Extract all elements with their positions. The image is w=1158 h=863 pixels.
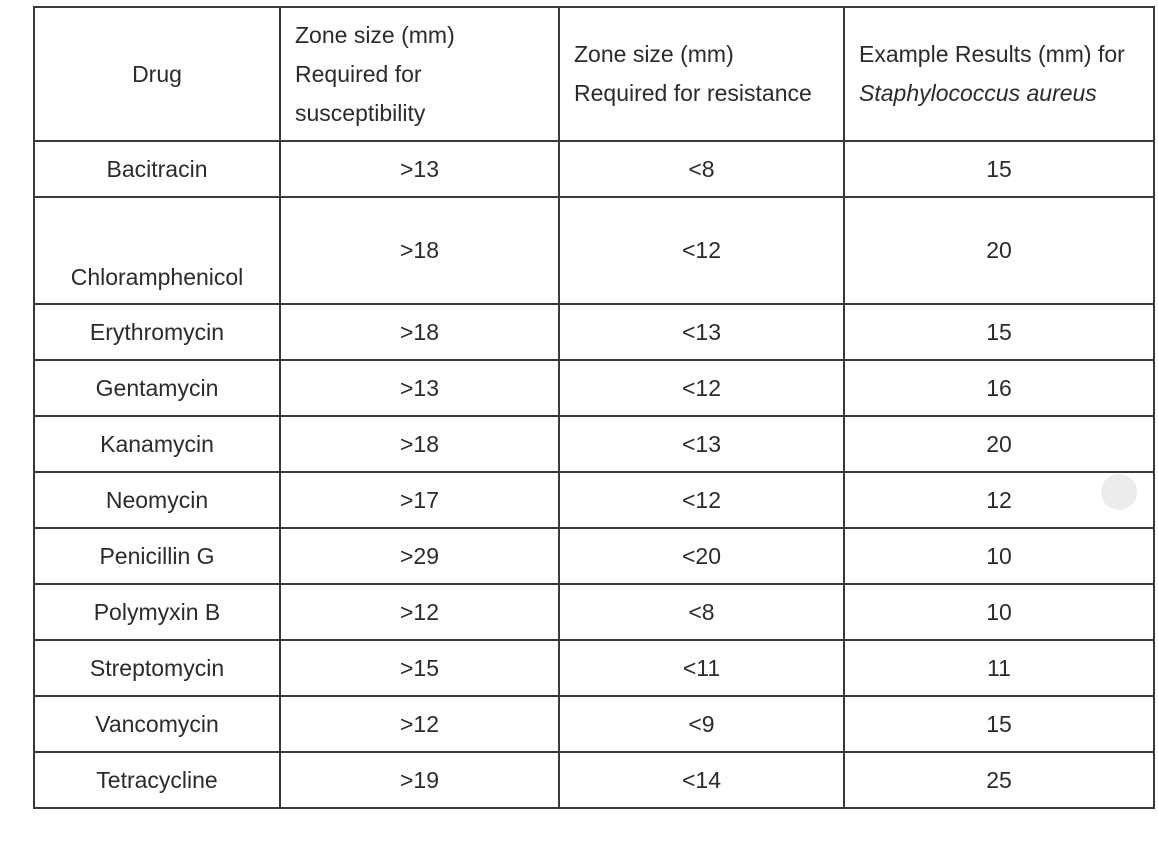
value-cell: <12 — [558, 359, 845, 417]
value-cell: 15 — [843, 303, 1155, 361]
value-cell: 15 — [843, 140, 1155, 198]
value-cell: <14 — [558, 751, 845, 809]
header-text: Example Results (mm) for — [859, 41, 1125, 67]
table-row: Kanamycin >18 <13 20 — [33, 415, 1155, 473]
value-cell: 25 — [843, 751, 1155, 809]
header-cell: Zone size (mm) Required for susceptibili… — [279, 6, 560, 142]
value-cell: 10 — [843, 527, 1155, 585]
drug-cell: Gentamycin — [33, 359, 281, 417]
drug-cell: Vancomycin — [33, 695, 281, 753]
value-cell: >13 — [279, 140, 560, 198]
drug-cell: Neomycin — [33, 471, 281, 529]
value-cell: >18 — [279, 415, 560, 473]
header-row: Drug Zone size (mm) Required for suscepti… — [33, 6, 1155, 142]
value-cell: 20 — [843, 415, 1155, 473]
value-cell: >12 — [279, 695, 560, 753]
drug-cell: Tetracycline — [33, 751, 281, 809]
header-cell: Drug — [33, 6, 281, 142]
antibiotic-table: Drug Zone size (mm) Required for suscepti… — [33, 6, 1155, 809]
value-cell: <8 — [558, 140, 845, 198]
value-cell: >18 — [279, 196, 560, 305]
value-cell: <12 — [558, 471, 845, 529]
value-cell: >17 — [279, 471, 560, 529]
table-row: Tetracycline >19 <14 25 — [33, 751, 1155, 809]
value-cell: <13 — [558, 303, 845, 361]
value-cell: <20 — [558, 527, 845, 585]
drug-cell: Streptomycin — [33, 639, 281, 697]
overlay-dot — [1101, 474, 1137, 510]
value-cell: >19 — [279, 751, 560, 809]
table-row: Erythromycin >18 <13 15 — [33, 303, 1155, 361]
table-row: Penicillin G >29 <20 10 — [33, 527, 1155, 585]
header-italic: Staphylococcus aureus — [859, 80, 1097, 106]
value-cell: <12 — [558, 196, 845, 305]
header-cell: Example Results (mm) for Staphylococcus … — [843, 6, 1155, 142]
header-cell: Zone size (mm) Required for resistance — [558, 6, 845, 142]
value-cell: >15 — [279, 639, 560, 697]
value-cell: 16 — [843, 359, 1155, 417]
drug-cell: Kanamycin — [33, 415, 281, 473]
table-row: Neomycin >17 <12 12 — [33, 471, 1155, 529]
table-row: Gentamycin >13 <12 16 — [33, 359, 1155, 417]
value-cell: 20 — [843, 196, 1155, 305]
drug-cell: Bacitracin — [33, 140, 281, 198]
table-row: Vancomycin >12 <9 15 — [33, 695, 1155, 753]
value-cell: >13 — [279, 359, 560, 417]
header-text: Zone size (mm) Required for susceptibili… — [295, 21, 455, 126]
value-cell: <9 — [558, 695, 845, 753]
table-row: Bacitracin >13 <8 15 — [33, 140, 1155, 198]
value-cell: 10 — [843, 583, 1155, 641]
table-row: Chloramphenicol >18 <12 20 — [33, 196, 1155, 305]
drug-cell: Penicillin G — [33, 527, 281, 585]
value-cell: >18 — [279, 303, 560, 361]
header-text: Drug — [132, 60, 182, 87]
drug-cell: Chloramphenicol — [33, 196, 281, 305]
value-cell: 11 — [843, 639, 1155, 697]
value-cell: >29 — [279, 527, 560, 585]
drug-cell: Erythromycin — [33, 303, 281, 361]
value-cell: 15 — [843, 695, 1155, 753]
header-text: Zone size (mm) Required for resistance — [574, 41, 812, 106]
value-cell: <8 — [558, 583, 845, 641]
table-row: Polymyxin B >12 <8 10 — [33, 583, 1155, 641]
drug-cell: Polymyxin B — [33, 583, 281, 641]
table-row: Streptomycin >15 <11 11 — [33, 639, 1155, 697]
value-cell: <13 — [558, 415, 845, 473]
value-cell: >12 — [279, 583, 560, 641]
value-cell: <11 — [558, 639, 845, 697]
